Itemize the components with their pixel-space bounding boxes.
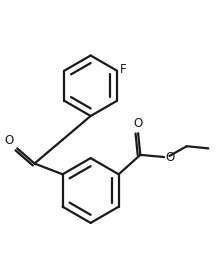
Text: O: O bbox=[134, 117, 143, 130]
Text: F: F bbox=[120, 63, 127, 76]
Text: O: O bbox=[5, 134, 14, 147]
Text: O: O bbox=[165, 150, 174, 164]
